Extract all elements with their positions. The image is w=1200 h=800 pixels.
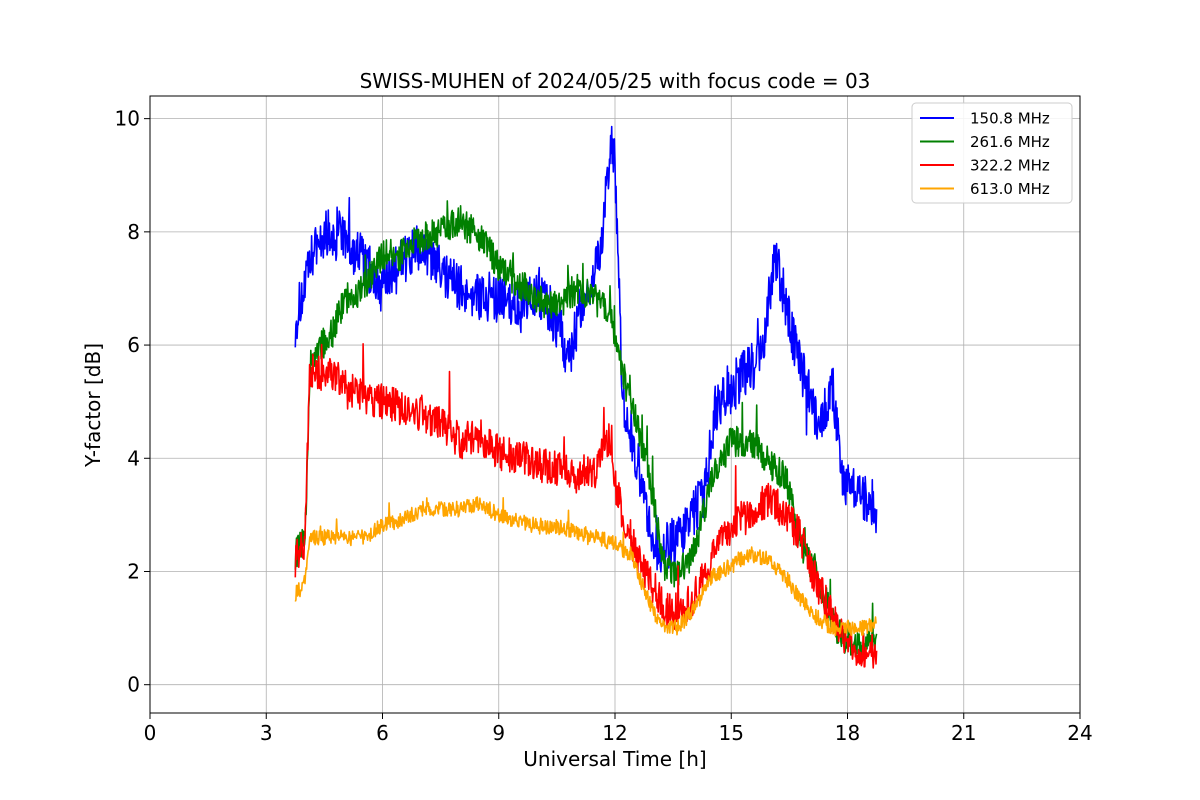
x-tick-label: 24 — [1067, 721, 1092, 745]
x-tick-label: 9 — [492, 721, 505, 745]
y-axis-ticks: 0 2 4 6 8 10 — [115, 107, 150, 697]
y-tick-label: 8 — [127, 220, 140, 244]
y-tick-label: 10 — [115, 107, 140, 131]
x-axis-label: Universal Time [h] — [523, 747, 706, 771]
x-tick-label: 6 — [376, 721, 389, 745]
series-line-1 — [294, 200, 878, 660]
x-tick-label: 3 — [260, 721, 273, 745]
x-axis-ticks: 0 3 6 9 12 15 18 21 24 — [144, 713, 1093, 745]
series-line-3 — [294, 496, 878, 637]
legend: 150.8 MHz 261.6 MHz 322.2 MHz 613.0 MHz — [911, 102, 1073, 204]
legend-label: 150.8 MHz — [970, 110, 1050, 128]
x-tick-label: 18 — [835, 721, 860, 745]
x-tick-label: 15 — [719, 721, 744, 745]
legend-label: 261.6 MHz — [970, 133, 1050, 151]
y-axis-label: Y-factor [dB] — [81, 343, 105, 468]
x-tick-label: 21 — [951, 721, 976, 745]
y-tick-label: 4 — [127, 446, 140, 470]
y-tick-label: 2 — [127, 559, 140, 583]
chart-title: SWISS-MUHEN of 2024/05/25 with focus cod… — [360, 69, 871, 93]
data-series-group — [294, 125, 878, 669]
y-tick-label: 0 — [127, 673, 140, 697]
x-tick-label: 0 — [144, 721, 157, 745]
x-tick-label: 12 — [602, 721, 627, 745]
legend-box — [911, 102, 1073, 204]
legend-label: 322.2 MHz — [970, 157, 1050, 175]
legend-label: 613.0 MHz — [970, 180, 1050, 198]
series-line-2 — [294, 342, 878, 669]
y-tick-label: 6 — [127, 333, 140, 357]
